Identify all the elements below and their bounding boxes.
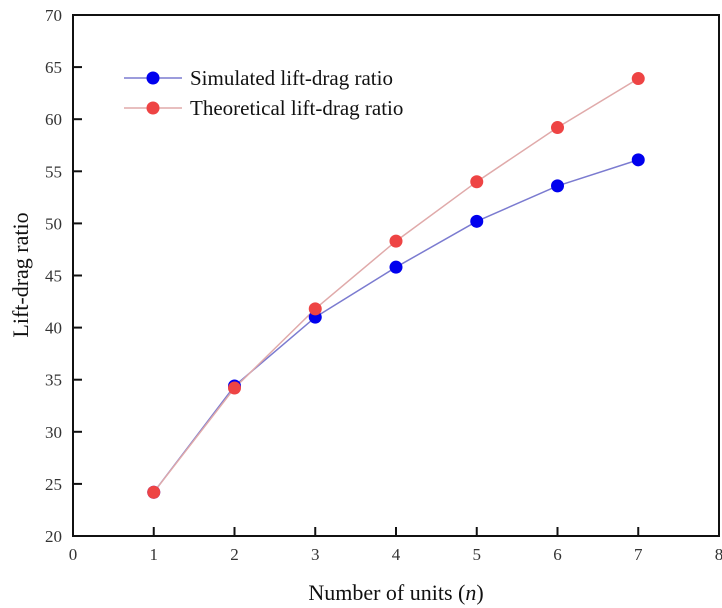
legend-marker [146,71,160,85]
data-point-simulated [389,260,403,274]
data-point-simulated [631,153,645,167]
x-tick-label: 0 [69,545,78,564]
series-line-simulated [153,159,639,493]
x-tick-label: 2 [230,545,239,564]
data-point-theoretical [631,72,645,86]
y-tick-label: 35 [45,371,62,390]
y-tick-label: 25 [45,475,62,494]
data-point-theoretical [308,302,322,316]
y-tick-label: 45 [45,267,62,286]
x-tick-label: 4 [392,545,401,564]
data-point-simulated [470,214,484,228]
y-tick-label: 40 [45,319,62,338]
legend: Simulated lift-drag ratio Theoretical lif… [124,66,403,120]
series-line-theoretical [153,77,639,493]
legend-label: Theoretical lift-drag ratio [190,96,403,120]
x-tick-label: 6 [553,545,562,564]
plot-frame [72,14,720,537]
series-lines [153,77,639,493]
y-axis-ticks: 20 25 30 35 40 45 50 55 60 65 70 [45,6,82,546]
data-point-theoretical [389,234,403,248]
y-tick-label: 50 [45,214,62,233]
y-tick-label: 30 [45,423,62,442]
legend-marker [146,101,160,115]
x-tick-label: 3 [311,545,320,564]
series-points [147,72,645,499]
x-axis-ticks: 0 1 2 3 4 5 6 7 8 [69,527,722,564]
legend-item: Simulated lift-drag ratio [124,66,393,90]
x-tick-label: 5 [473,545,482,564]
legend-label: Simulated lift-drag ratio [190,66,393,90]
y-tick-label: 70 [45,6,62,25]
y-tick-label: 20 [45,527,62,546]
y-tick-label: 65 [45,58,62,77]
data-point-theoretical [228,381,241,395]
data-point-theoretical [470,175,484,189]
data-point-simulated [551,179,564,193]
data-point-theoretical [147,485,161,499]
axes [72,14,720,537]
y-tick-label: 60 [45,110,62,129]
x-tick-label: 7 [634,545,643,564]
y-tick-label: 55 [45,162,62,181]
x-tick-label: 1 [150,545,159,564]
y-axis-title: Lift-drag ratio [8,212,33,337]
legend-item: Theoretical lift-drag ratio [124,96,403,120]
data-point-theoretical [551,121,564,135]
x-tick-label: 8 [715,545,722,564]
x-axis-title: Number of units (n) [308,580,483,605]
